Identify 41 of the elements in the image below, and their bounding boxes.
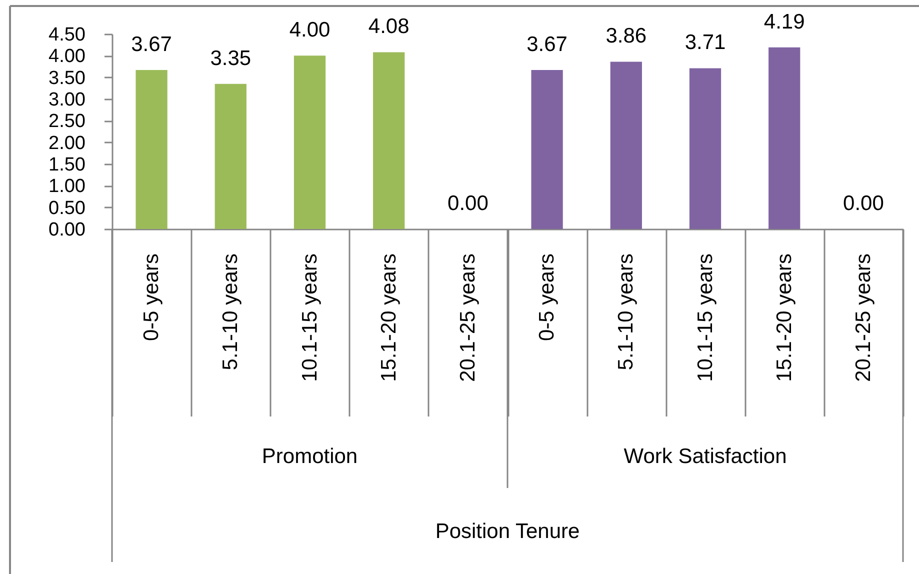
y-tick-label: 1.50 bbox=[48, 154, 86, 176]
x-tick-label: 5.1-10 years bbox=[219, 254, 242, 370]
text: Work Satisfaction bbox=[624, 445, 787, 468]
bar bbox=[136, 70, 168, 229]
bar bbox=[531, 70, 563, 229]
data-label: 4.08 bbox=[368, 15, 410, 38]
data-label: 3.67 bbox=[131, 32, 172, 56]
bar bbox=[294, 56, 326, 229]
y-tick-label: 0.00 bbox=[48, 220, 86, 240]
data-label: 0.00 bbox=[448, 192, 488, 215]
bar bbox=[610, 62, 642, 229]
y-tick-label: 4.00 bbox=[48, 46, 86, 68]
data-label: 0.00 bbox=[843, 192, 884, 215]
text: Promotion bbox=[262, 445, 358, 468]
bar bbox=[373, 52, 405, 229]
x-tick-label: 20.1-25 years bbox=[456, 254, 480, 382]
data-label: 3.67 bbox=[526, 32, 568, 56]
x-tick-label: 0-5 years bbox=[140, 254, 164, 342]
data-label: 3.35 bbox=[210, 46, 252, 70]
x-tick-label: 20.1-25 years bbox=[852, 254, 875, 382]
x-tick-label: 10.1-15 years bbox=[298, 254, 322, 382]
data-label: 4.00 bbox=[289, 18, 330, 42]
bar bbox=[214, 84, 246, 229]
x-tick-label: 0-5 years bbox=[536, 254, 559, 342]
y-tick-label: 2.50 bbox=[48, 111, 86, 132]
y-tick-label: 0.50 bbox=[48, 198, 86, 219]
x-tick-label: 15.1-20 years bbox=[377, 254, 400, 382]
bar bbox=[689, 68, 722, 229]
y-tick-label: 2.00 bbox=[48, 132, 86, 154]
y-tick-label: 3.50 bbox=[48, 68, 86, 89]
data-label: 3.71 bbox=[684, 31, 726, 54]
y-tick-label: 1.00 bbox=[48, 176, 86, 198]
x-tick-label: 10.1-15 years bbox=[694, 254, 717, 382]
y-tick-label: 3.00 bbox=[48, 90, 86, 110]
data-label: 4.19 bbox=[764, 10, 805, 34]
y-tick-label: 4.50 bbox=[48, 24, 86, 46]
data-label: 3.86 bbox=[606, 24, 647, 48]
x-tick-label: 5.1-10 years bbox=[614, 254, 638, 370]
x-tick-label: 15.1-20 years bbox=[772, 254, 796, 382]
text: Position Tenure bbox=[435, 520, 580, 543]
bar bbox=[768, 47, 800, 229]
